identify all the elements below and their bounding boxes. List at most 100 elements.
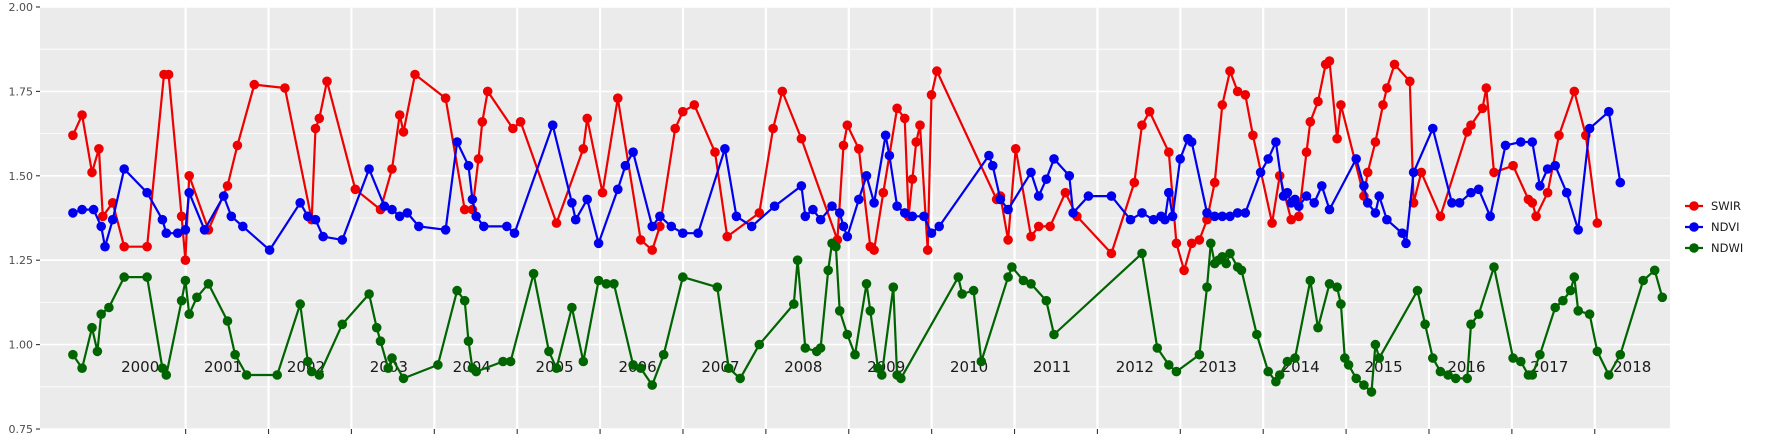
data-point-ndvi: [1485, 211, 1495, 222]
data-point-ndwi: [1657, 292, 1668, 303]
data-point-swir: [1405, 76, 1415, 87]
data-point-swir: [232, 140, 243, 151]
data-point-swir: [777, 86, 788, 97]
data-point-ndwi: [1290, 353, 1300, 363]
data-point-swir: [869, 245, 879, 255]
data-point-ndvi: [1454, 198, 1465, 208]
data-point-swir: [1129, 177, 1140, 188]
data-point-ndwi: [1137, 248, 1147, 259]
data-point-ndvi: [907, 211, 918, 222]
data-point-ndwi: [1324, 279, 1335, 289]
data-point-swir: [410, 69, 420, 80]
data-point-swir: [1313, 96, 1323, 107]
year-label: 2017: [1530, 358, 1568, 376]
data-point-ndvi: [1550, 160, 1560, 171]
data-point-ndwi: [1569, 272, 1580, 282]
data-point-ndwi: [104, 302, 114, 313]
data-point-ndvi: [987, 160, 998, 171]
data-point-ndwi: [371, 322, 382, 333]
data-point-swir: [1225, 66, 1235, 76]
data-point-ndwi: [800, 343, 811, 353]
data-point-ndwi: [1359, 380, 1369, 390]
data-point-swir: [1164, 147, 1174, 157]
y-tick-label: 1.75: [9, 85, 34, 98]
data-point-swir: [647, 245, 657, 255]
data-point-ndvi: [1186, 137, 1197, 147]
data-point-ndvi: [1148, 214, 1159, 225]
data-point-swir: [163, 69, 174, 80]
data-point-ndvi: [1359, 181, 1369, 191]
legend-key-point: [1689, 201, 1699, 211]
data-point-swir: [899, 113, 910, 124]
data-point-swir: [689, 100, 700, 110]
data-point-ndwi: [1206, 238, 1216, 249]
data-point-ndvi: [693, 228, 703, 238]
data-point-ndvi: [1225, 211, 1235, 222]
data-point-swir: [119, 241, 129, 252]
data-point-ndwi: [1313, 322, 1323, 333]
data-point-swir: [932, 66, 942, 76]
data-point-ndvi: [318, 231, 328, 242]
data-point-swir: [180, 255, 191, 265]
data-point-ndwi: [1420, 319, 1430, 330]
data-point-ndvi: [1202, 208, 1212, 218]
data-point-ndvi: [107, 214, 118, 225]
data-point-ndwi: [192, 292, 202, 303]
data-point-swir: [922, 245, 933, 255]
data-point-ndwi: [723, 363, 734, 374]
data-point-ndvi: [1408, 167, 1419, 178]
series-ndwi: [68, 238, 1668, 397]
data-point-ndvi: [593, 238, 604, 249]
data-point-ndvi: [1041, 174, 1052, 184]
data-point-ndwi: [567, 302, 577, 313]
data-point-swir: [440, 93, 451, 103]
data-point-ndvi: [842, 231, 853, 242]
data-point-swir: [394, 110, 405, 120]
data-point-swir: [635, 235, 646, 245]
data-point-ndwi: [1473, 309, 1484, 320]
data-point-ndwi: [953, 272, 964, 282]
data-point-ndvi: [142, 187, 152, 198]
data-point-swir: [249, 79, 260, 90]
data-point-ndwi: [1649, 265, 1660, 276]
data-point-ndwi: [1565, 285, 1576, 296]
data-point-swir: [1202, 214, 1212, 225]
data-point-ndwi: [544, 346, 554, 357]
data-point-ndwi: [1508, 353, 1518, 363]
data-point-ndwi: [498, 356, 508, 367]
data-point-ndvi: [880, 130, 891, 141]
data-point-swir: [854, 144, 864, 154]
data-point-ndwi: [1194, 349, 1205, 360]
data-point-ndvi: [815, 214, 826, 225]
data-point-swir: [1466, 120, 1476, 130]
data-point-ndvi: [1535, 181, 1545, 191]
data-point-ndvi: [582, 194, 592, 205]
data-point-ndvi: [884, 150, 895, 161]
data-point-ndwi: [1443, 370, 1453, 380]
data-point-swir: [508, 123, 518, 134]
data-point-ndvi: [180, 225, 191, 235]
data-point-ndwi: [968, 285, 979, 296]
data-point-swir: [1026, 231, 1036, 242]
data-point-ndvi: [1397, 228, 1407, 238]
data-point-ndwi: [1558, 295, 1568, 306]
data-point-ndwi: [203, 279, 214, 289]
data-point-ndvi: [1324, 204, 1335, 215]
data-point-ndwi: [452, 285, 462, 296]
y-tick-label: 0.75: [9, 423, 34, 436]
data-point-ndwi: [1018, 275, 1029, 286]
data-point-ndvi: [1209, 211, 1220, 222]
data-point-swir: [1060, 187, 1071, 198]
data-point-ndvi: [77, 204, 87, 215]
data-point-ndwi: [834, 306, 845, 316]
data-point-ndwi: [647, 380, 657, 390]
data-point-ndvi: [295, 198, 306, 208]
legend-label: SWIR: [1711, 199, 1741, 213]
data-point-ndwi: [1592, 346, 1603, 357]
data-point-ndwi: [823, 265, 833, 276]
data-point-swir: [477, 117, 488, 127]
data-point-swir: [796, 133, 807, 144]
data-point-swir: [892, 103, 902, 114]
data-point-ndvi: [647, 221, 657, 232]
data-point-swir: [655, 221, 665, 232]
